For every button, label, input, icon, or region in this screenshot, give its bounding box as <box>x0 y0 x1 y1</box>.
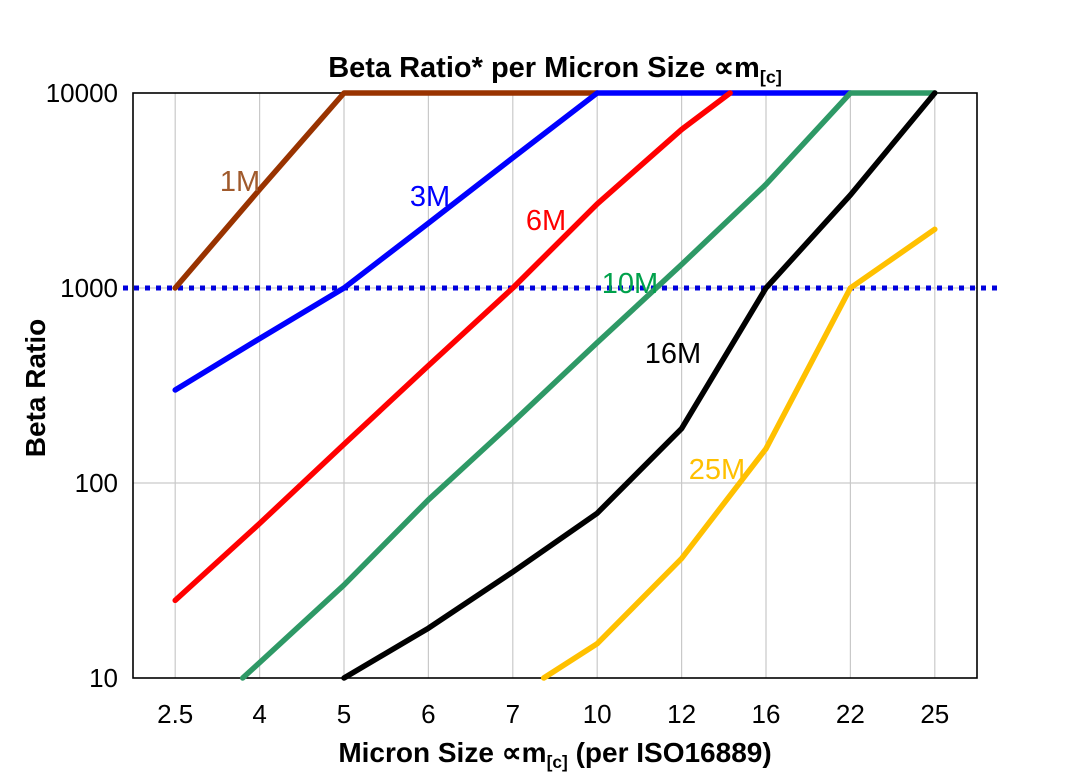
series-line-1m <box>172 90 600 291</box>
x-tick-label-25: 25 <box>920 699 950 729</box>
series-label-6m: 6M <box>525 205 567 237</box>
x-axis-title-suffix: (per ISO16889) <box>567 737 772 768</box>
x-axis-title-subscript: [c] <box>546 751 568 772</box>
series-label-10m: 10M <box>601 268 659 300</box>
x-axis-title-text: Micron Size ∝m <box>338 737 547 768</box>
y-tick-label-10000: 10000 <box>45 78 118 108</box>
chart-title-subscript: [c] <box>759 66 782 87</box>
chart-title: Beta Ratio* per Micron Size ∝m[c] <box>133 50 977 87</box>
series-label-25m: 25M <box>688 454 746 486</box>
chart-title-text: Beta Ratio* per Micron Size ∝m <box>328 52 760 84</box>
series-line-6m <box>172 90 733 604</box>
x-tick-label-6: 6 <box>421 699 436 729</box>
y-tick-label-10: 10 <box>89 663 118 693</box>
x-tick-label-4: 4 <box>252 699 267 729</box>
series-line-3m <box>172 90 854 393</box>
y-tick-label-1000: 1000 <box>60 273 118 303</box>
series-label-3m: 3M <box>409 181 451 213</box>
x-tick-label-16: 16 <box>751 699 781 729</box>
series-line-10m <box>239 90 938 681</box>
y-tick-label-100: 100 <box>74 468 118 498</box>
x-axis-title: Micron Size ∝m[c] (per ISO16889) <box>133 736 977 772</box>
series-line-25m <box>540 226 938 681</box>
x-tick-label-12: 12 <box>667 699 697 729</box>
x-tick-label-7: 7 <box>505 699 521 729</box>
x-tick-label-10: 10 <box>582 699 612 729</box>
series-label-16m: 16M <box>644 338 702 370</box>
series-label-1m: 1M <box>219 166 261 198</box>
x-tick-label-5: 5 <box>336 699 352 729</box>
series-line-16m <box>341 90 938 681</box>
x-tick-label-22: 22 <box>835 699 865 729</box>
x-tick-label-2.5: 2.5 <box>157 699 194 729</box>
